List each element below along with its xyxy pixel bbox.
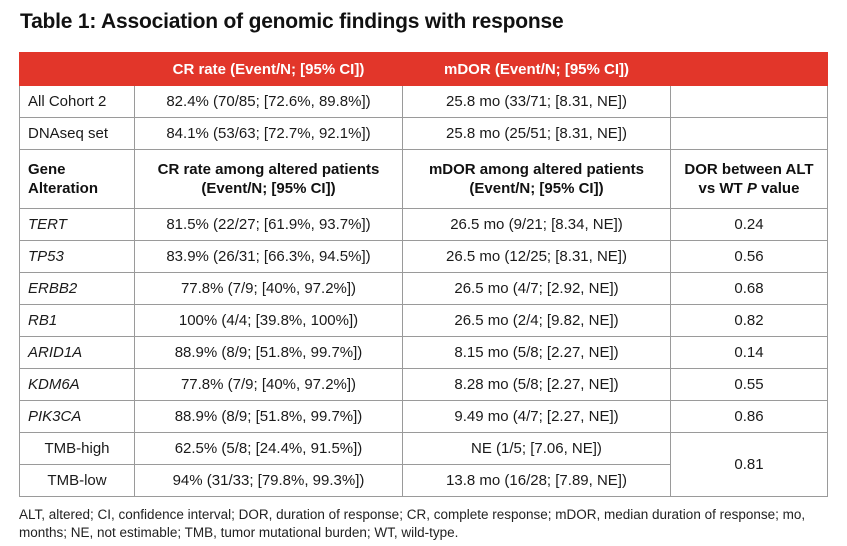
table-row: RB1 100% (4/4; [39.8%, 100%]) 26.5 mo (2… <box>19 304 828 337</box>
table-row: KDM6A 77.8% (7/9; [40%, 97.2%]) 8.28 mo … <box>19 368 828 401</box>
table-row: TP53 83.9% (26/31; [66.3%, 94.5%]) 26.5 … <box>19 240 828 273</box>
table-header-row: CR rate (Event/N; [95% CI]) mDOR (Event/… <box>19 52 828 86</box>
gene-name: RB1 <box>19 304 135 337</box>
gene-name: ERBB2 <box>19 272 135 305</box>
gene-name: ARID1A <box>19 336 135 369</box>
subheader-line: (Event/N; [95% CI]) <box>469 180 604 197</box>
table-footnote: ALT, altered; CI, confidence interval; D… <box>19 507 806 540</box>
row-label: TMB-low <box>19 464 135 497</box>
table-title: Table 1: Association of genomic findings… <box>20 10 564 33</box>
p-value-cell: 0.56 <box>670 240 828 273</box>
table-row: PIK3CA 88.9% (8/9; [51.8%, 99.7%]) 9.49 … <box>19 400 828 433</box>
table-row: All Cohort 2 82.4% (70/85; [72.6%, 89.8%… <box>19 85 828 118</box>
mdor-cell: NE (1/5; [7.06, NE]) <box>402 432 671 465</box>
subheader-line: DOR between ALT <box>684 161 814 178</box>
subheader-mdor-altered: mDOR among altered patients (Event/N; [9… <box>402 149 671 209</box>
subheader-line: (Event/N; [95% CI]) <box>201 180 336 197</box>
cr-rate-cell: 77.8% (7/9; [40%, 97.2%]) <box>134 368 403 401</box>
table-row: ARID1A 88.9% (8/9; [51.8%, 99.7%]) 8.15 … <box>19 336 828 369</box>
mdor-cell: 26.5 mo (12/25; [8.31, NE]) <box>402 240 671 273</box>
cr-rate-cell: 62.5% (5/8; [24.4%, 91.5%]) <box>134 432 403 465</box>
row-label: All Cohort 2 <box>19 85 135 118</box>
mdor-cell: 26.5 mo (4/7; [2.92, NE]) <box>402 272 671 305</box>
header-cell-blank-left <box>19 52 135 86</box>
header-cell-blank-right <box>670 52 828 86</box>
cr-rate-cell: 88.9% (8/9; [51.8%, 99.7%]) <box>134 336 403 369</box>
mdor-cell: 8.15 mo (5/8; [2.27, NE]) <box>402 336 671 369</box>
table-row: TERT 81.5% (22/27; [61.9%, 93.7%]) 26.5 … <box>19 208 828 241</box>
cr-rate-cell: 83.9% (26/31; [66.3%, 94.5%]) <box>134 240 403 273</box>
gene-name: KDM6A <box>19 368 135 401</box>
subheader-line: Alteration <box>28 180 99 197</box>
mdor-cell: 9.49 mo (4/7; [2.27, NE]) <box>402 400 671 433</box>
gene-name: TP53 <box>19 240 135 273</box>
table-row: TMB-high 62.5% (5/8; [24.4%, 91.5%]) NE … <box>19 432 828 497</box>
mdor-cell: 26.5 mo (2/4; [9.82, NE]) <box>402 304 671 337</box>
header-mdor: mDOR (Event/N; [95% CI]) <box>402 52 671 86</box>
empty-cell <box>670 117 828 150</box>
subheader-gene-alteration: Gene Alteration <box>19 149 135 209</box>
header-cr-rate: CR rate (Event/N; [95% CI]) <box>134 52 403 86</box>
cr-rate-cell: 84.1% (53/63; [72.7%, 92.1%]) <box>134 117 403 150</box>
p-value-cell: 0.81 <box>670 432 828 497</box>
subheader-cr-altered: CR rate among altered patients (Event/N;… <box>134 149 403 209</box>
mdor-cell: 13.8 mo (16/28; [7.89, NE]) <box>402 464 671 497</box>
cr-rate-cell: 82.4% (70/85; [72.6%, 89.8%]) <box>134 85 403 118</box>
subheader-line-pre: vs WT <box>698 180 747 197</box>
subheader-p-letter: P <box>746 180 757 197</box>
mdor-cell: 8.28 mo (5/8; [2.27, NE]) <box>402 368 671 401</box>
cr-rate-cell: 81.5% (22/27; [61.9%, 93.7%]) <box>134 208 403 241</box>
gene-name: PIK3CA <box>19 400 135 433</box>
subheader-line: CR rate among altered patients <box>157 161 380 178</box>
gene-name: TERT <box>19 208 135 241</box>
mdor-cell: 25.8 mo (33/71; [8.31, NE]) <box>402 85 671 118</box>
subheader-dor-p-value: DOR between ALT vs WT P value <box>670 149 828 209</box>
p-value-cell: 0.68 <box>670 272 828 305</box>
p-value-cell: 0.55 <box>670 368 828 401</box>
p-value-cell: 0.86 <box>670 400 828 433</box>
p-value-cell: 0.14 <box>670 336 828 369</box>
subheader-line: Gene <box>28 161 66 178</box>
mdor-cell: 26.5 mo (9/21; [8.34, NE]) <box>402 208 671 241</box>
empty-cell <box>670 85 828 118</box>
cr-rate-cell: 88.9% (8/9; [51.8%, 99.7%]) <box>134 400 403 433</box>
cr-rate-cell: 77.8% (7/9; [40%, 97.2%]) <box>134 272 403 305</box>
row-label: TMB-high <box>19 432 135 465</box>
cr-rate-cell: 100% (4/4; [39.8%, 100%]) <box>134 304 403 337</box>
row-label: DNAseq set <box>19 117 135 150</box>
subheader-line: mDOR among altered patients <box>428 161 645 178</box>
p-value-cell: 0.24 <box>670 208 828 241</box>
table-row: TMB-low 94% (31/33; [79.8%, 99.3%]) 13.8… <box>19 464 828 497</box>
subheader-line-post: value <box>756 180 800 197</box>
p-value-cell: 0.82 <box>670 304 828 337</box>
table-row: ERBB2 77.8% (7/9; [40%, 97.2%]) 26.5 mo … <box>19 272 828 305</box>
mdor-cell: 25.8 mo (25/51; [8.31, NE]) <box>402 117 671 150</box>
table-row: DNAseq set 84.1% (53/63; [72.7%, 92.1%])… <box>19 117 828 150</box>
results-table: CR rate (Event/N; [95% CI]) mDOR (Event/… <box>19 52 828 497</box>
cr-rate-cell: 94% (31/33; [79.8%, 99.3%]) <box>134 464 403 497</box>
subheader-row: Gene Alteration CR rate among altered pa… <box>19 149 828 209</box>
